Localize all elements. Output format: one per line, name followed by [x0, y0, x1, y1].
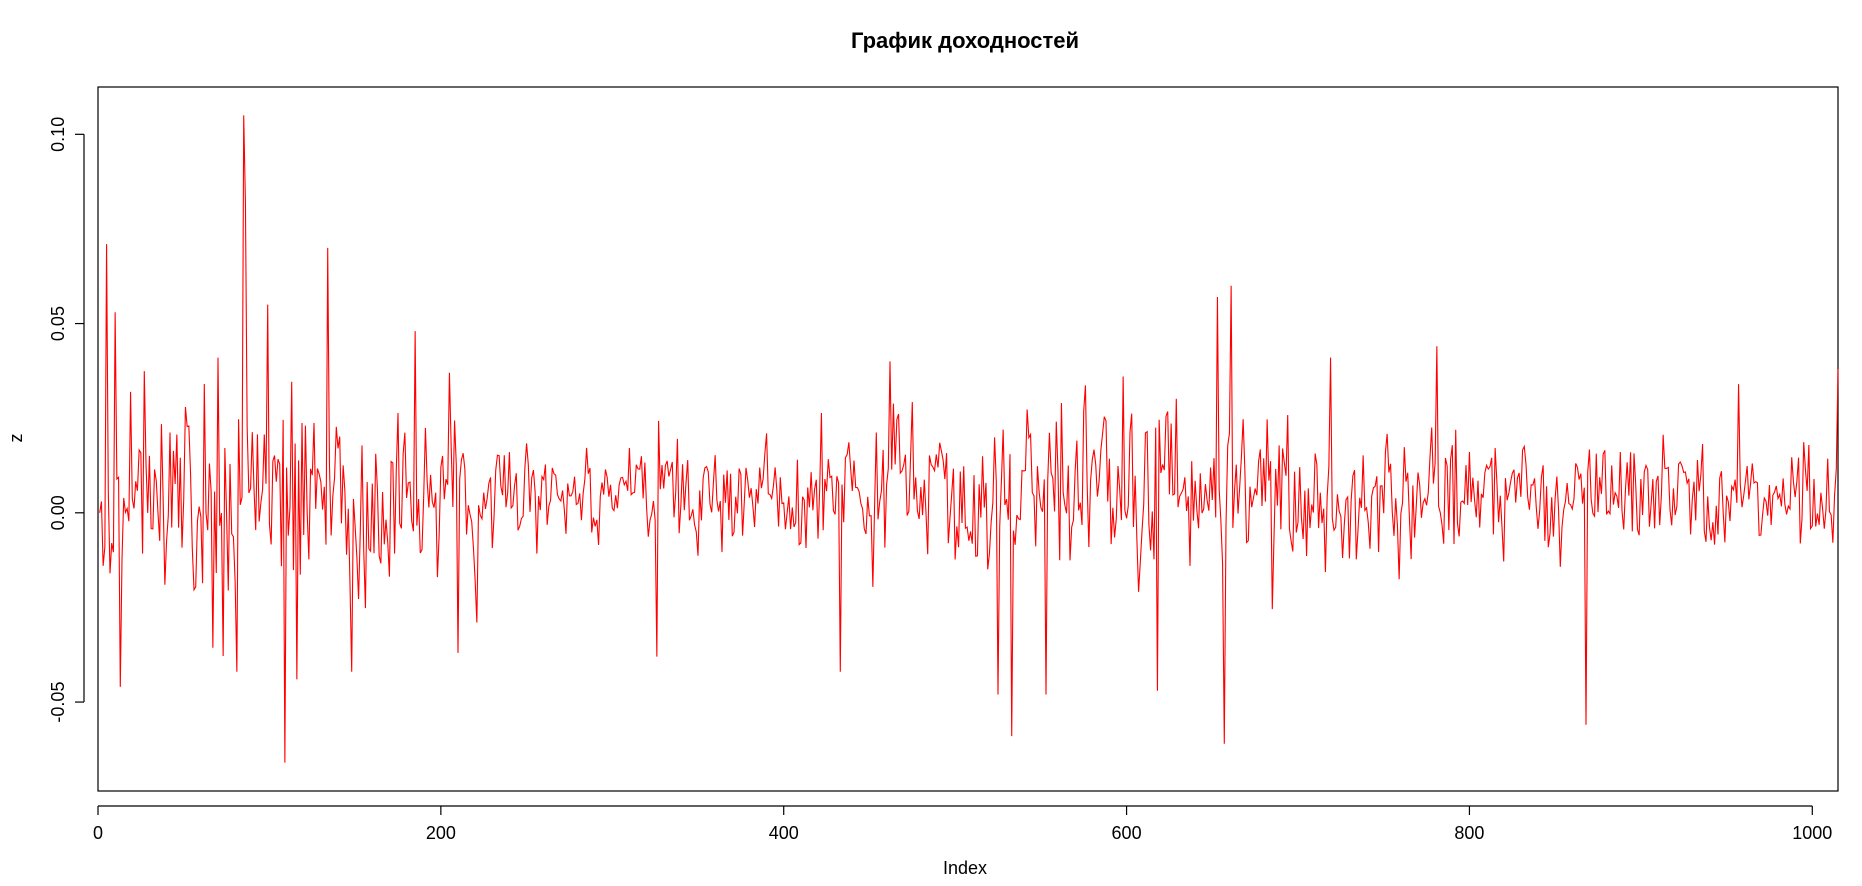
y-tick-label: 0.10	[48, 117, 68, 152]
x-tick-label: 200	[426, 823, 456, 843]
y-axis-label: z	[6, 434, 26, 443]
y-tick-label: 0.05	[48, 306, 68, 341]
chart-title: График доходностей	[851, 28, 1079, 53]
y-tick-label: 0.00	[48, 495, 68, 530]
x-tick-label: 600	[1112, 823, 1142, 843]
x-tick-label: 0	[93, 823, 103, 843]
plot-box	[97, 86, 1839, 792]
y-axis: -0.05 0.00 0.05 0.10	[48, 117, 85, 723]
y-tick-label: -0.05	[48, 682, 68, 723]
x-axis-label: Index	[943, 858, 987, 878]
x-axis: 0 200 400 600 800 1000	[93, 805, 1832, 843]
x-tick-label: 400	[769, 823, 799, 843]
x-tick-label: 1000	[1792, 823, 1832, 843]
series-line	[99, 115, 1839, 763]
x-tick-label: 800	[1454, 823, 1484, 843]
